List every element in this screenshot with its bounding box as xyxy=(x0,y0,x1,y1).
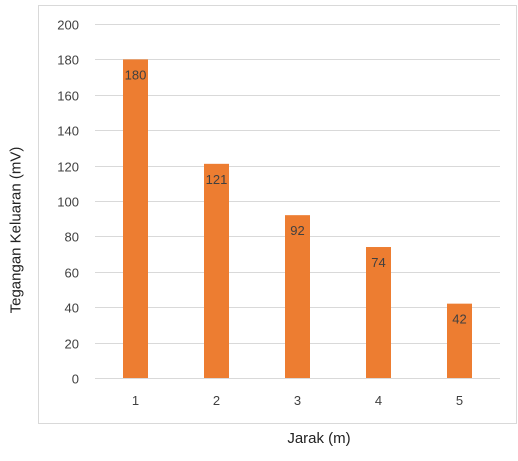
data-label: 180 xyxy=(125,67,147,82)
y-tick-label: 160 xyxy=(57,89,79,104)
x-tick-label: 2 xyxy=(213,393,220,408)
x-tick-label: 5 xyxy=(456,393,463,408)
data-label: 74 xyxy=(371,255,385,270)
x-tick-label: 1 xyxy=(132,393,139,408)
data-label: 42 xyxy=(452,312,466,327)
y-axis-title-wrap: Tegangan Keluaran (mV) xyxy=(4,50,28,410)
y-tick-label: 180 xyxy=(57,53,79,68)
plot-border xyxy=(38,5,517,424)
bar xyxy=(447,303,472,378)
y-tick-label: 120 xyxy=(57,160,79,175)
y-tick-label: 140 xyxy=(57,124,79,139)
bars: 180 121 92 74 42 xyxy=(123,59,472,379)
bar xyxy=(123,59,148,379)
x-axis-title: Jarak (m) xyxy=(287,430,351,447)
bar xyxy=(366,247,391,378)
data-label: 121 xyxy=(206,172,228,187)
y-tick-label: 200 xyxy=(57,18,79,33)
bar xyxy=(285,215,310,378)
y-axis-ticks: 0 20 40 60 80 100 120 140 160 180 200 xyxy=(57,18,79,387)
x-tick-label: 4 xyxy=(375,393,382,408)
x-tick-label: 3 xyxy=(294,393,301,408)
y-axis-title: Tegangan Keluaran (mV) xyxy=(7,146,25,314)
y-tick-label: 100 xyxy=(57,195,79,210)
y-tick-label: 80 xyxy=(65,230,79,245)
bar xyxy=(204,163,229,378)
y-tick-label: 40 xyxy=(65,301,79,316)
y-tick-label: 20 xyxy=(65,337,79,352)
data-label: 92 xyxy=(290,223,304,238)
y-tick-label: 60 xyxy=(65,266,79,281)
x-axis-ticks: 1 2 3 4 5 xyxy=(132,393,463,408)
y-tick-label: 0 xyxy=(72,372,79,387)
